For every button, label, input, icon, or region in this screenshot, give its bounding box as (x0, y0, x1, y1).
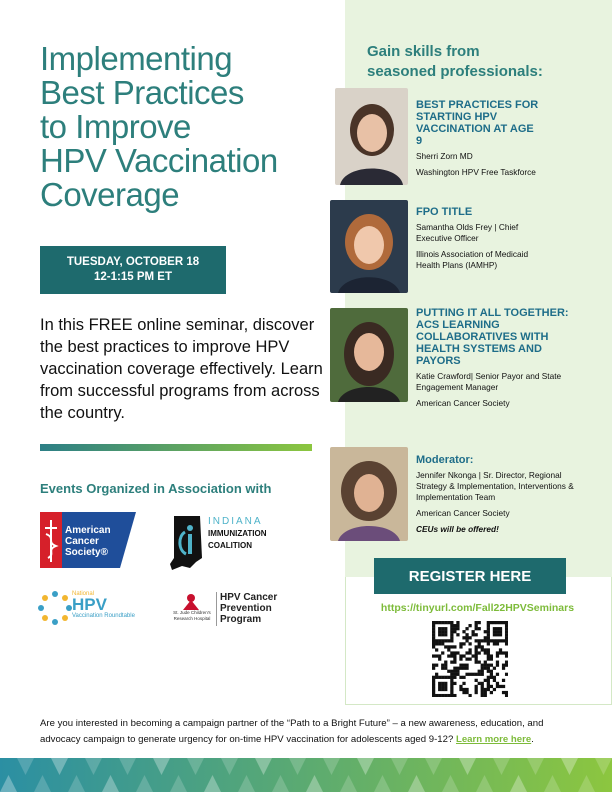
st-jude-mark (183, 594, 199, 610)
session-title: Moderator: (416, 454, 474, 466)
session-title: FPO TITLE (416, 206, 473, 218)
hpv-program-line: HPV Cancer (220, 592, 278, 603)
acs-text: American Cancer Society® (65, 525, 111, 558)
footer-end: . (531, 734, 534, 745)
st-jude-logo: St. Jude Children's Research Hospital HP… (170, 592, 300, 626)
roundtable-line: HPV (72, 595, 107, 614)
title-line: HPV Vaccination (40, 142, 278, 179)
speaker-name: Samantha Olds Frey | Chief Executive Off… (416, 222, 519, 243)
speaker: PUTTING IT ALL TOGETHER: ACS LEARNING CO… (416, 307, 596, 409)
indiana-mark (170, 516, 202, 570)
panel-heading: Gain skills from seasoned professionals: (367, 42, 543, 82)
qr-code (432, 621, 508, 697)
st-jude-line: Research Hospital (173, 615, 211, 621)
roundtable-mark (38, 591, 72, 625)
speaker-photo (330, 308, 408, 402)
speaker-name: Jennifer Nkonga | Sr. Director, Regional… (416, 470, 574, 502)
title-line: Best Practices (40, 74, 244, 111)
title-line: to Improve (40, 108, 191, 145)
speaker: FPO TITLE Samantha Olds Frey | Chief Exe… (416, 206, 596, 271)
speaker-photo (335, 88, 408, 185)
speaker-org: American Cancer Society (416, 508, 510, 518)
speaker-name: Sherri Zorn MD (416, 151, 473, 161)
indiana-line: COALITION (208, 541, 252, 550)
date-day: TUESDAY, OCTOBER 18 (66, 256, 200, 268)
title: Implementing Best Practices to Improve H… (40, 42, 278, 212)
hpv-program-text: HPV Cancer Prevention Program (220, 592, 277, 625)
speaker-photo (330, 200, 408, 293)
ceu-note: CEUs will be offered! (416, 524, 499, 534)
intro: In this FREE online seminar, discover th… (40, 316, 323, 422)
divider (40, 444, 312, 451)
indiana-logo: INDIANA IMMUNIZATION COALITION (168, 514, 308, 572)
st-jude-text: St. Jude Children's Research Hospital (170, 610, 214, 621)
hpv-program-line: Program (220, 614, 262, 625)
roundtable-line: Vaccination Roundtable (72, 613, 135, 619)
learn-more-link[interactable]: Learn more here (455, 734, 532, 745)
speaker-org: Washington HPV Free Taskforce (416, 167, 536, 177)
panel-heading-line: seasoned professionals: (367, 63, 543, 80)
acs-mark (40, 512, 136, 568)
st-jude-line: St. Jude Children's (173, 610, 211, 615)
register-button[interactable]: REGISTER HERE (374, 558, 566, 594)
indiana-line: INDIANA (208, 516, 263, 527)
footer: Are you interested in becoming a campaig… (40, 716, 580, 748)
speaker-org: Illinois Association of Medicaid Health … (416, 249, 529, 270)
speaker-photo (330, 447, 408, 541)
indiana-line: IMMUNIZATION (208, 529, 267, 538)
speaker-name: Katie Crawford| Senior Payor and State E… (416, 371, 562, 392)
speaker: BEST PRACTICES FOR STARTING HPV VACCINAT… (416, 99, 596, 178)
roundtable-text: National HPV Vaccination Roundtable (72, 591, 135, 619)
speaker: Moderator: Jennifer Nkonga | Sr. Directo… (416, 454, 596, 535)
date-box: TUESDAY, OCTOBER 18 12-1:15 PM ET (40, 246, 226, 294)
session-title: PUTTING IT ALL TOGETHER: ACS LEARNING CO… (416, 307, 569, 367)
title-line: Coverage (40, 176, 180, 213)
decorative-band (0, 758, 612, 792)
acs-logo: American Cancer Society® (40, 512, 136, 568)
roundtable-line: National (72, 591, 95, 597)
register-url[interactable]: https://tinyurl.com/Fall22HPVSeminars (380, 602, 575, 614)
title-line: Implementing (40, 40, 233, 77)
hpv-program-line: Prevention (220, 603, 272, 614)
indiana-text: INDIANA IMMUNIZATION COALITION (208, 516, 267, 552)
speaker-org: American Cancer Society (416, 398, 510, 408)
session-title: BEST PRACTICES FOR STARTING HPV VACCINAT… (416, 99, 539, 147)
panel-heading-line: Gain skills from (367, 43, 480, 60)
footer-text: Are you interested in becoming a campaig… (40, 718, 544, 745)
association-heading: Events Organized in Association with (40, 481, 272, 496)
hpv-roundtable-logo: National HPV Vaccination Roundtable (38, 591, 158, 625)
date-time: 12-1:15 PM ET (94, 271, 172, 283)
